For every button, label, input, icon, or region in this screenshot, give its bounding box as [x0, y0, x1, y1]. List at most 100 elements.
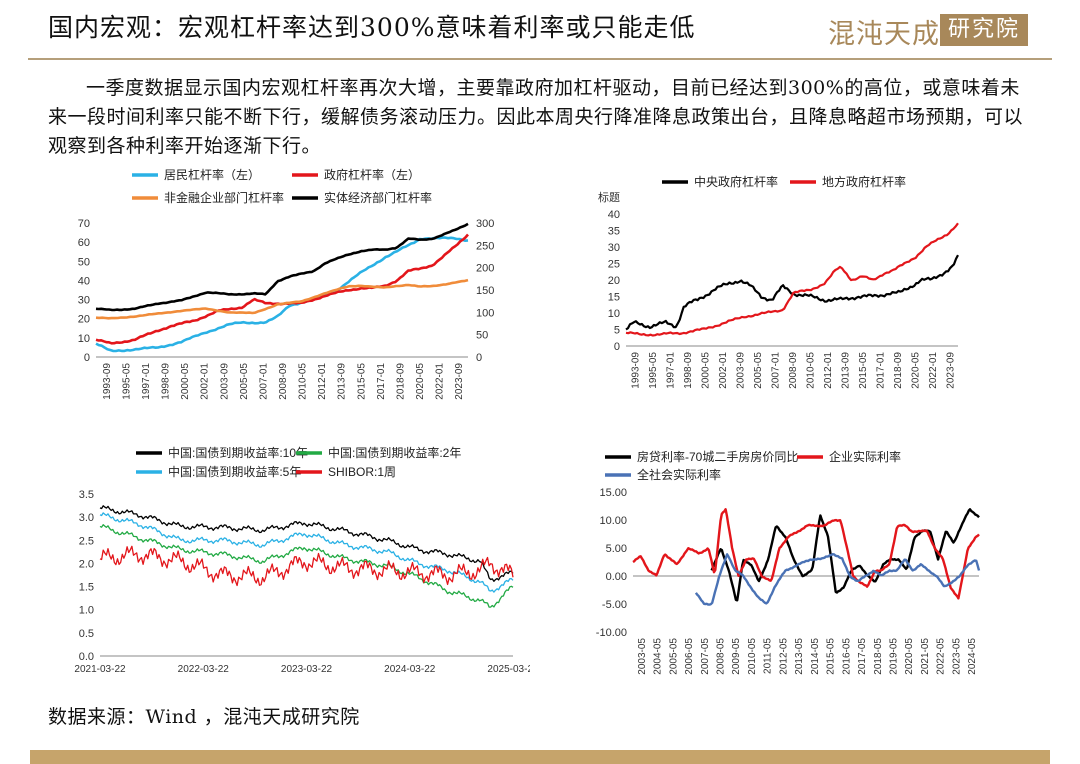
x-tick-label: 2020-05	[910, 352, 921, 389]
legend-label-3: SHIBOR:1周	[328, 465, 396, 479]
y-tick-label: 30	[608, 242, 620, 254]
x-tick-label: 2005-05	[668, 638, 679, 675]
series-line-3	[95, 222, 469, 312]
x-tick-label: 1995-05	[121, 363, 132, 400]
x-tick-label: 2010-05	[298, 363, 309, 400]
legend-label-1: 地方政府杠杆率	[822, 174, 906, 189]
x-tick-label: 2014-05	[810, 638, 821, 675]
y-tick-label: -5.00	[602, 599, 627, 611]
y-right-tick-label: 100	[476, 307, 494, 319]
y-tick-label: 60	[78, 237, 90, 249]
x-tick-label: 2007-05	[700, 638, 711, 675]
x-tick-label: 2015-05	[858, 352, 869, 389]
x-tick-label: 2000-05	[701, 352, 712, 389]
series-line-0	[625, 254, 959, 331]
x-tick-label: 2023-05	[951, 638, 962, 675]
x-tick-label: 2022-01	[928, 352, 939, 389]
series-line-2	[694, 553, 981, 606]
x-tick-label: 2003-05	[637, 638, 648, 675]
x-tick-label: 2017-05	[857, 638, 868, 675]
x-tick-label: 2016-05	[841, 638, 852, 675]
y-tick-label: 20	[78, 314, 90, 326]
x-tick-label: 2018-09	[395, 363, 406, 400]
y-tick-label: 2.0	[79, 558, 94, 570]
x-tick-label: 2003-09	[219, 363, 230, 400]
y-tick-label: 0.0	[79, 651, 94, 663]
brand-logo: 混沌天成 研究院	[828, 12, 1030, 52]
chart-central-local: 0 5 10 15 20 25 30 35 40 1993-09 1995-05 1997-01 199…	[598, 174, 959, 389]
legend-label-2: 中国:国债到期收益率:5年	[168, 464, 301, 479]
x-tick-label: 2022-05	[936, 638, 947, 675]
x-tick-label: 2025-03-22	[487, 664, 530, 675]
x-tick-label: 2005-05	[239, 363, 250, 400]
y-tick-label: -10.00	[596, 627, 627, 639]
x-tick-label: 1997-01	[666, 352, 677, 389]
data-source: 数据来源：Wind ，混沌天成研究院	[48, 706, 360, 728]
y-tick-label: 30	[78, 295, 90, 307]
x-tick-label: 1993-09	[102, 363, 113, 400]
x-tick-label: 2017-01	[875, 352, 886, 389]
x-tick-label: 2018-05	[873, 638, 884, 675]
legend-label-0: 房贷利率-70城二手房房价同比	[637, 449, 798, 464]
y-tick-label: 5.00	[606, 543, 627, 555]
y-tick-label: 15.00	[599, 487, 627, 499]
series-line-1	[99, 524, 514, 608]
y-tick-label: 0.00	[606, 571, 627, 583]
x-tick-label: 1998-09	[683, 352, 694, 389]
legend-label-0: 居民杠杆率（左）	[164, 167, 260, 182]
header-divider	[28, 58, 1052, 60]
x-tick-label: 2008-05	[716, 638, 727, 675]
x-tick-label: 2006-05	[684, 638, 695, 675]
series-line-2	[99, 512, 514, 593]
y-tick-label: 35	[608, 226, 620, 238]
y-tick-label: 10	[78, 333, 90, 345]
x-tick-label: 2012-01	[317, 363, 328, 400]
y-right-tick-label: 250	[476, 240, 494, 252]
y-tick-label: 3.0	[79, 512, 94, 524]
x-tick-label: 2023-09	[945, 352, 956, 389]
y-tick-label: 2.5	[79, 535, 94, 547]
y-tick-label: 15	[608, 292, 620, 304]
y-axis-title: 标题	[598, 190, 620, 204]
x-tick-label: 2018-09	[893, 352, 904, 389]
y-tick-label: 1.0	[79, 605, 94, 617]
x-tick-label: 1993-09	[631, 352, 642, 389]
x-tick-label: 2021-03-22	[74, 664, 126, 675]
y-right-tick-label: 150	[476, 285, 494, 297]
x-tick-label: 2015-05	[356, 363, 367, 400]
x-tick-label: 2012-01	[823, 352, 834, 389]
x-tick-label: 2008-09	[278, 363, 289, 400]
logo-box-text: 研究院	[940, 14, 1028, 46]
x-tick-label: 2022-01	[435, 363, 446, 400]
y-tick-label: 10	[608, 308, 620, 320]
x-tick-label: 2024-03-22	[384, 664, 436, 675]
x-tick-label: 2000-05	[180, 363, 191, 400]
series-line-0	[95, 236, 469, 353]
x-tick-label: 2002-01	[718, 352, 729, 389]
x-tick-label: 2021-05	[920, 638, 931, 675]
legend-label-1: 中国:国债到期收益率:2年	[328, 445, 461, 460]
x-tick-label: 2002-01	[200, 363, 211, 400]
y-tick-label: 3.5	[79, 489, 94, 501]
x-tick-label: 2003-09	[736, 352, 747, 389]
legend-label-2: 非金融企业部门杠杆率	[164, 190, 284, 205]
y-tick-label: 1.5	[79, 582, 94, 594]
x-tick-label: 2009-05	[731, 638, 742, 675]
y-tick-label: 25	[608, 259, 620, 271]
x-tick-label: 2013-05	[794, 638, 805, 675]
y-tick-label: 0.5	[79, 628, 94, 640]
x-tick-label: 2013-09	[337, 363, 348, 400]
series-line-1	[632, 508, 980, 600]
series-line-1	[95, 233, 469, 345]
y-tick-label: 0	[614, 341, 620, 353]
x-tick-label: 1995-05	[648, 352, 659, 389]
legend-label-3: 实体经济部门杠杆率	[324, 190, 432, 205]
x-tick-label: 2023-09	[454, 363, 465, 400]
y-tick-label: 40	[78, 275, 90, 287]
x-tick-label: 1997-01	[141, 363, 152, 400]
legend-label-0: 中央政府杠杆率	[694, 174, 778, 189]
y-tick-label: 5	[614, 325, 620, 337]
y-tick-label: 0	[84, 352, 90, 364]
y-right-tick-label: 200	[476, 263, 494, 275]
x-tick-label: 2017-01	[376, 363, 387, 400]
